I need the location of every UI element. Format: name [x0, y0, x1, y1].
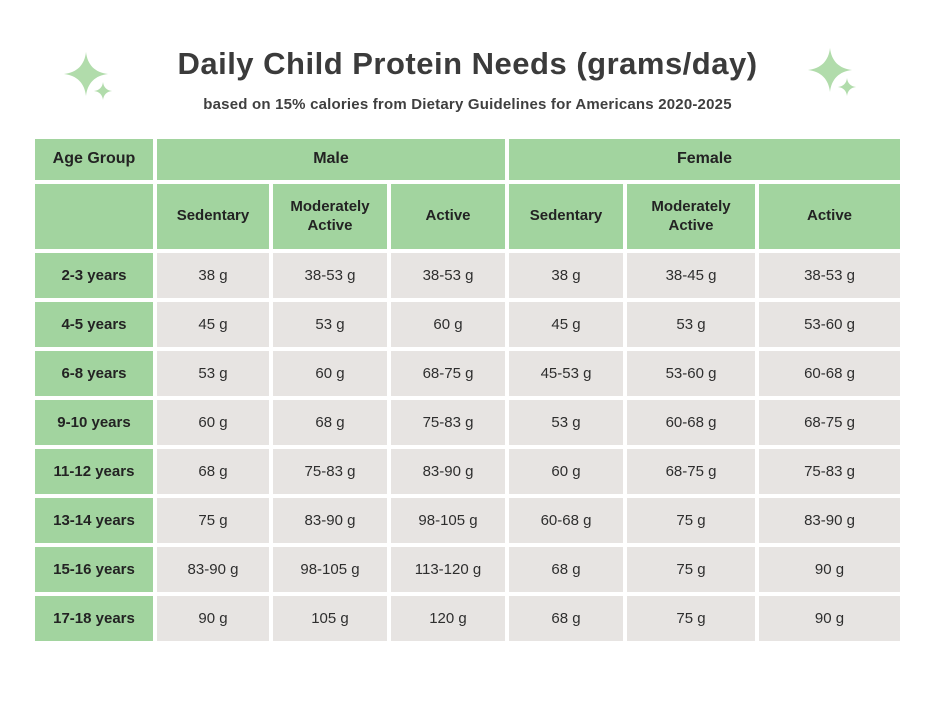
female-moderately-active-value: 68-75 g: [627, 448, 756, 494]
female-active-value: 68-75 g: [759, 399, 901, 445]
table-row: 11-12 years 68 g 75-83 g 83-90 g 60 g 68…: [34, 448, 901, 494]
male-active-value: 68-75 g: [390, 350, 506, 396]
female-active-value: 53-60 g: [759, 301, 901, 347]
age-group-cell: 4-5 years: [34, 301, 153, 347]
male-active-value: 98-105 g: [390, 497, 506, 543]
female-active-value: 75-83 g: [759, 448, 901, 494]
female-sedentary-value: 68 g: [509, 546, 624, 592]
male-sedentary-value: 45 g: [156, 301, 269, 347]
table-row: 17-18 years 90 g 105 g 120 g 68 g 75 g 9…: [34, 595, 901, 641]
female-moderately-active-value: 75 g: [627, 595, 756, 641]
female-active-value: 90 g: [759, 546, 901, 592]
female-moderately-active-header: Moderately Active: [627, 183, 756, 249]
age-group-header: Age Group: [34, 138, 153, 180]
female-sedentary-value: 53 g: [509, 399, 624, 445]
male-sedentary-value: 90 g: [156, 595, 269, 641]
male-sedentary-value: 53 g: [156, 350, 269, 396]
protein-needs-table: Age Group Male Female Sedentary Moderate…: [31, 135, 904, 645]
female-active-value: 83-90 g: [759, 497, 901, 543]
male-sedentary-value: 75 g: [156, 497, 269, 543]
male-sedentary-value: 60 g: [156, 399, 269, 445]
table-row: 6-8 years 53 g 60 g 68-75 g 45-53 g 53-6…: [34, 350, 901, 396]
male-sedentary-value: 68 g: [156, 448, 269, 494]
page-title: Daily Child Protein Needs (grams/day): [177, 46, 758, 81]
female-group-header: Female: [509, 138, 901, 180]
male-moderately-active-value: 60 g: [272, 350, 387, 396]
male-moderately-active-value: 68 g: [272, 399, 387, 445]
table-row: 4-5 years 45 g 53 g 60 g 45 g 53 g 53-60…: [34, 301, 901, 347]
table-row: 2-3 years 38 g 38-53 g 38-53 g 38 g 38-4…: [34, 252, 901, 298]
male-active-value: 113-120 g: [390, 546, 506, 592]
female-sedentary-value: 38 g: [509, 252, 624, 298]
age-group-cell: 2-3 years: [34, 252, 153, 298]
female-moderately-active-value: 75 g: [627, 497, 756, 543]
male-active-value: 38-53 g: [390, 252, 506, 298]
female-active-value: 90 g: [759, 595, 901, 641]
age-header-spacer: [34, 183, 153, 249]
male-moderately-active-value: 38-53 g: [272, 252, 387, 298]
table-row: 15-16 years 83-90 g 98-105 g 113-120 g 6…: [34, 546, 901, 592]
male-moderately-active-value: 53 g: [272, 301, 387, 347]
female-active-value: 60-68 g: [759, 350, 901, 396]
male-moderately-active-value: 75-83 g: [272, 448, 387, 494]
female-moderately-active-value: 75 g: [627, 546, 756, 592]
age-group-cell: 9-10 years: [34, 399, 153, 445]
female-sedentary-value: 68 g: [509, 595, 624, 641]
header-block: Daily Child Protein Needs (grams/day) ba…: [0, 0, 935, 113]
male-group-header: Male: [156, 138, 506, 180]
female-sedentary-value: 45 g: [509, 301, 624, 347]
table-row: 13-14 years 75 g 83-90 g 98-105 g 60-68 …: [34, 497, 901, 543]
age-group-cell: 17-18 years: [34, 595, 153, 641]
table-body: 2-3 years 38 g 38-53 g 38-53 g 38 g 38-4…: [34, 252, 901, 641]
page-subtitle: based on 15% calories from Dietary Guide…: [203, 95, 732, 113]
age-group-cell: 6-8 years: [34, 350, 153, 396]
table-row: 9-10 years 60 g 68 g 75-83 g 53 g 60-68 …: [34, 399, 901, 445]
female-sedentary-value: 60 g: [509, 448, 624, 494]
male-sedentary-header: Sedentary: [156, 183, 269, 249]
male-moderately-active-header: Moderately Active: [272, 183, 387, 249]
age-group-cell: 13-14 years: [34, 497, 153, 543]
male-sedentary-value: 38 g: [156, 252, 269, 298]
female-sedentary-value: 60-68 g: [509, 497, 624, 543]
male-active-header: Active: [390, 183, 506, 249]
male-moderately-active-value: 105 g: [272, 595, 387, 641]
male-moderately-active-value: 83-90 g: [272, 497, 387, 543]
male-active-value: 83-90 g: [390, 448, 506, 494]
female-sedentary-value: 45-53 g: [509, 350, 624, 396]
male-sedentary-value: 83-90 g: [156, 546, 269, 592]
age-group-cell: 15-16 years: [34, 546, 153, 592]
female-active-header: Active: [759, 183, 901, 249]
male-active-value: 60 g: [390, 301, 506, 347]
activity-header-row: Sedentary Moderately Active Active Seden…: [34, 183, 901, 249]
female-active-value: 38-53 g: [759, 252, 901, 298]
male-active-value: 120 g: [390, 595, 506, 641]
age-group-cell: 11-12 years: [34, 448, 153, 494]
female-moderately-active-value: 53 g: [627, 301, 756, 347]
female-moderately-active-value: 60-68 g: [627, 399, 756, 445]
female-moderately-active-value: 53-60 g: [627, 350, 756, 396]
female-moderately-active-value: 38-45 g: [627, 252, 756, 298]
male-active-value: 75-83 g: [390, 399, 506, 445]
group-header-row: Age Group Male Female: [34, 138, 901, 180]
female-sedentary-header: Sedentary: [509, 183, 624, 249]
male-moderately-active-value: 98-105 g: [272, 546, 387, 592]
